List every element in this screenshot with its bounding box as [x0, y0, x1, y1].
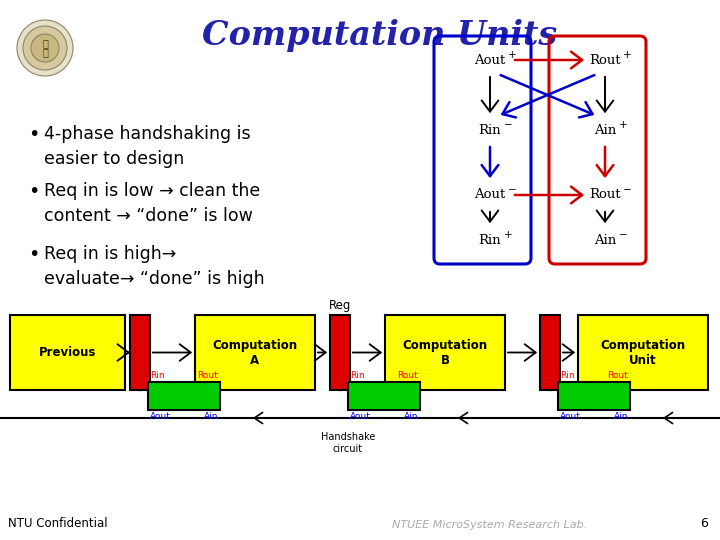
Text: −: −	[618, 230, 627, 240]
Text: •: •	[28, 125, 40, 144]
Text: Computation
Unit: Computation Unit	[600, 339, 685, 367]
Text: Computation Units: Computation Units	[202, 18, 557, 51]
Bar	[130, 315, 150, 390]
Text: Rin: Rin	[479, 124, 501, 137]
Bar	[148, 382, 220, 410]
Text: Aout: Aout	[560, 412, 581, 421]
Text: Aout: Aout	[474, 188, 505, 201]
Text: Aout: Aout	[350, 412, 371, 421]
Bar	[330, 315, 350, 390]
Text: Rin: Rin	[350, 371, 364, 380]
Text: +: +	[508, 50, 517, 60]
Text: 4-phase handshaking is
easier to design: 4-phase handshaking is easier to design	[44, 125, 251, 168]
Text: Rin: Rin	[560, 371, 575, 380]
Text: 6: 6	[700, 517, 708, 530]
Circle shape	[17, 20, 73, 76]
Text: −: −	[623, 185, 631, 195]
Bar	[348, 382, 420, 410]
Text: Computation
A: Computation A	[212, 339, 297, 367]
Text: +: +	[618, 120, 627, 130]
Text: Req in is high→
evaluate→ “done” is high: Req in is high→ evaluate→ “done” is high	[44, 245, 265, 288]
Text: Rout: Rout	[197, 371, 218, 380]
Text: 大: 大	[42, 47, 48, 57]
Text: •: •	[28, 182, 40, 201]
Text: Handshake
circuit: Handshake circuit	[321, 432, 375, 454]
Text: Computation
B: Computation B	[402, 339, 487, 367]
Bar	[195, 315, 315, 390]
Text: NTUEE MicroSystem Research Lab.: NTUEE MicroSystem Research Lab.	[392, 520, 588, 530]
Circle shape	[23, 26, 67, 70]
Circle shape	[31, 34, 59, 62]
Text: Ain: Ain	[594, 233, 616, 246]
Bar	[578, 315, 708, 390]
Text: Previous: Previous	[39, 346, 96, 359]
Text: −: −	[503, 120, 512, 130]
Text: Reg: Reg	[329, 299, 351, 312]
Text: •: •	[28, 245, 40, 264]
Text: Rout: Rout	[397, 371, 418, 380]
Text: Rout: Rout	[607, 371, 628, 380]
Text: +: +	[503, 230, 512, 240]
Text: Ain: Ain	[594, 124, 616, 137]
Text: Rout: Rout	[589, 53, 621, 66]
Text: Ain: Ain	[613, 412, 628, 421]
Text: +: +	[623, 50, 631, 60]
Text: Ain: Ain	[204, 412, 218, 421]
Text: Rout: Rout	[589, 188, 621, 201]
Text: −: −	[508, 185, 517, 195]
Bar	[10, 315, 125, 390]
Text: 中: 中	[42, 38, 48, 48]
Text: Rin: Rin	[150, 371, 165, 380]
Text: Ain: Ain	[403, 412, 418, 421]
Bar	[558, 382, 630, 410]
Text: Aout: Aout	[474, 53, 505, 66]
Text: Aout: Aout	[150, 412, 171, 421]
Text: Req in is low → clean the
content → “done” is low: Req in is low → clean the content → “don…	[44, 182, 260, 225]
Bar	[540, 315, 560, 390]
Bar	[385, 315, 505, 390]
Text: NTU Confidential: NTU Confidential	[8, 517, 107, 530]
Text: Rin: Rin	[479, 233, 501, 246]
